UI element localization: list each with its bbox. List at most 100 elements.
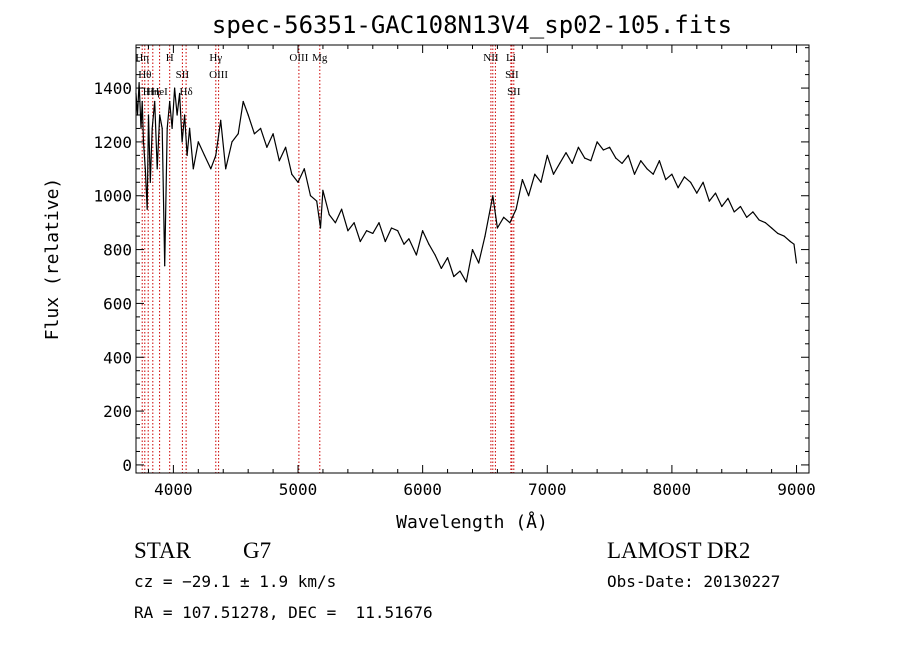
spectrum-point xyxy=(164,265,166,267)
spectrum-point xyxy=(447,257,449,259)
spectrum-point xyxy=(237,133,239,135)
spectrum-point xyxy=(777,232,779,234)
spectrum-point xyxy=(231,141,233,143)
spectrum-point xyxy=(353,222,355,224)
spectrum-point xyxy=(708,200,710,202)
y-axis: 0 200 400 600 800 1000 1200 1400 xyxy=(93,47,809,475)
spectrum-point xyxy=(146,208,148,210)
x-tick-label: 8000 xyxy=(653,480,692,499)
spectrum-point xyxy=(181,141,183,143)
spectrum-point xyxy=(702,181,704,183)
spectrum-point xyxy=(584,157,586,159)
spectrum-point xyxy=(319,227,322,229)
spectrum-point xyxy=(169,100,171,103)
spectrum-point xyxy=(403,243,405,245)
spectrum-point xyxy=(665,179,667,181)
spectrum-point xyxy=(242,100,244,103)
chart-title: spec-56351-GAC108N13V4_sp02-105.fits xyxy=(212,11,732,39)
spectrum-point xyxy=(322,189,324,191)
spectrum-point xyxy=(144,168,146,170)
spectrum-point xyxy=(621,162,623,164)
spectrum-point xyxy=(328,214,330,216)
spectrum-point xyxy=(465,281,467,283)
spectrum-point xyxy=(141,100,143,103)
spectrum-point xyxy=(390,227,393,229)
spectrum-point xyxy=(509,222,511,224)
spectrum-point xyxy=(492,195,494,197)
spectrum-point xyxy=(627,154,629,156)
spectrum-point xyxy=(316,200,318,202)
spectrum-point xyxy=(658,160,661,162)
spectrum-point xyxy=(640,160,642,162)
spectral-line-label: SII xyxy=(507,86,521,98)
survey-name: LAMOST DR2 xyxy=(607,538,751,563)
spectrum-point xyxy=(484,235,486,237)
spectrum-point xyxy=(309,195,312,197)
spectrum-point xyxy=(459,270,461,272)
x-axis-label: Wavelength (Å) xyxy=(396,511,548,533)
spectrum-point xyxy=(215,154,217,156)
spectrum-point xyxy=(646,168,648,170)
spectrum-point xyxy=(184,114,186,116)
redshift-value: cz = −29.1 ± 1.9 km/s xyxy=(134,572,337,591)
spectrum-point xyxy=(297,181,299,183)
spectral-line-label: HeI xyxy=(151,86,168,98)
spectrum-point xyxy=(739,205,742,208)
spectrum-point xyxy=(534,173,536,175)
spectrum-point xyxy=(546,154,548,156)
spectrum-point xyxy=(253,133,255,135)
spectrum-point xyxy=(596,141,598,143)
y-tick-label: 800 xyxy=(103,241,132,260)
spectrum-point xyxy=(278,160,280,162)
spectrum-point xyxy=(721,205,723,208)
spectrum-point xyxy=(225,168,227,170)
spectrum-series xyxy=(135,82,798,283)
spectrum-point xyxy=(764,222,767,224)
spectrum-point xyxy=(138,82,140,84)
spectral-line-label: H xyxy=(166,52,174,64)
spectrum-point xyxy=(159,114,161,116)
spectrum-point xyxy=(415,254,417,256)
spectrum-point xyxy=(671,173,673,175)
spectrum-point xyxy=(210,168,212,170)
observation-date: Obs-Date: 20130227 xyxy=(607,572,781,591)
spectrum-point xyxy=(521,179,524,181)
spectrum-point xyxy=(174,87,176,89)
spectrum-point xyxy=(291,173,293,175)
spectrum-point xyxy=(179,92,181,95)
spectrum-point xyxy=(696,192,698,194)
spectral-line-label: SII xyxy=(505,69,519,81)
spectrum-point xyxy=(758,219,760,221)
spectrum-point xyxy=(272,133,274,135)
spectrum-point xyxy=(176,114,178,116)
spectrum-point xyxy=(189,127,191,129)
spectral-line-label: Hη xyxy=(135,52,149,64)
spectrum-point xyxy=(793,243,795,245)
spectrum-point xyxy=(789,240,791,243)
spectrum-point xyxy=(714,192,717,194)
spectrum-point xyxy=(334,222,336,224)
spectrum-point xyxy=(140,127,142,129)
spectrum-point xyxy=(496,227,498,229)
spectrum-point xyxy=(247,114,249,116)
spectrum-point xyxy=(203,154,206,156)
spectrum-point xyxy=(571,162,573,164)
spectrum-point xyxy=(266,146,268,148)
x-axis: 4000 5000 6000 7000 8000 9000 xyxy=(147,45,816,499)
x-tick-label: 6000 xyxy=(403,480,442,499)
spectrum-point xyxy=(590,160,592,162)
y-axis-label: Flux (relative) xyxy=(42,178,63,341)
spectrum-point xyxy=(147,114,150,116)
spectrum-point xyxy=(752,211,754,213)
spectrum-point xyxy=(552,173,555,175)
spectral-line-label: OIII xyxy=(209,69,228,81)
spectral-line-label: Hθ xyxy=(138,69,151,81)
spectral-line-label: Hι xyxy=(143,86,154,98)
spectrum-point xyxy=(602,149,605,151)
spectrum-point xyxy=(171,127,173,129)
spectrum-point xyxy=(565,152,567,154)
spectral-line-label: Hγ xyxy=(209,52,222,64)
spectrum-point xyxy=(366,230,368,232)
